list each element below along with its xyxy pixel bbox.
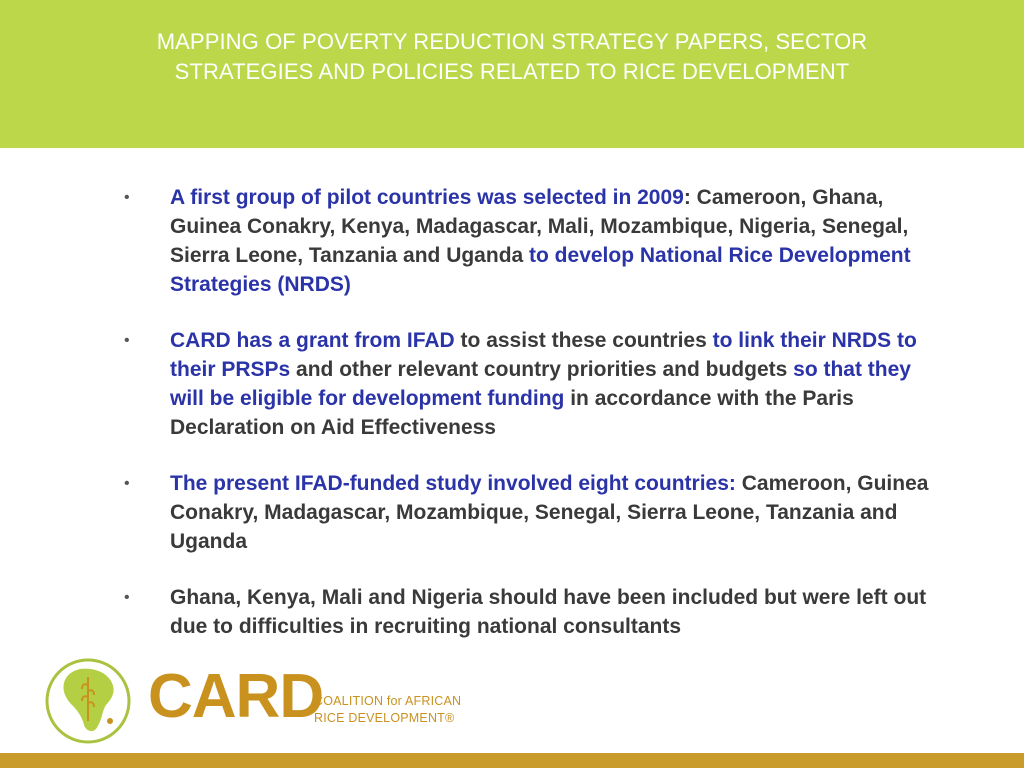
bullet-text-segment: Ghana, Kenya, Mali and Nigeria should ha… — [170, 586, 927, 638]
bullet-dot-icon: • — [124, 332, 130, 349]
bullet-dot-icon: • — [124, 189, 130, 206]
card-tagline-line-1: COALITION for AFRICAN — [314, 694, 462, 708]
bullet-text-segment: A first group of pilot countries was sel… — [170, 186, 684, 209]
bullet-item: • A first group of pilot countries was s… — [0, 183, 930, 299]
bullet-list: • A first group of pilot countries was s… — [0, 183, 1024, 668]
bullet-text: A first group of pilot countries was sel… — [170, 186, 911, 296]
bullet-dot-icon: • — [124, 475, 130, 492]
footer-bar — [0, 753, 1024, 768]
card-tagline-line-2: RICE DEVELOPMENT® — [314, 711, 455, 725]
bullet-text-segment: to link their NRDS to their PRSPs — [170, 329, 917, 381]
slide-title-line-2: STRATEGIES AND POLICIES RELATED TO RICE … — [174, 59, 850, 84]
bullet-text: Ghana, Kenya, Mali and Nigeria should ha… — [170, 586, 926, 638]
bullet-text: CARD has a grant from IFAD to assist the… — [170, 329, 917, 439]
bullet-text: The present IFAD-funded study involved e… — [170, 472, 928, 553]
slide-title-line-1: MAPPING OF POVERTY REDUCTION STRATEGY PA… — [156, 29, 868, 54]
card-logo: CARD COALITION for AFRICAN RICE DEVELOPM… — [42, 655, 492, 745]
bullet-text-segment: and other relevant country priorities an… — [290, 358, 794, 381]
bullet-item: • Ghana, Kenya, Mali and Nigeria should … — [0, 583, 930, 641]
title-band — [0, 0, 1024, 148]
bullet-text-segment: to assist these countries — [454, 329, 713, 352]
slide-title: MAPPING OF POVERTY REDUCTION STRATEGY PA… — [0, 27, 1024, 87]
card-tagline: COALITION for AFRICAN RICE DEVELOPMENT® — [314, 693, 461, 727]
bullet-text-segment: to develop National Rice Development Str… — [170, 244, 911, 296]
bullet-text-segment: so that they will be eligible for develo… — [170, 358, 911, 410]
bullet-text-segment: : Cameroon, Ghana, Guinea Conakry, Kenya… — [170, 186, 909, 267]
bullet-item: • The present IFAD-funded study involved… — [0, 469, 930, 556]
bullet-text-segment: CARD has a grant from IFAD — [170, 329, 455, 352]
africa-rice-emblem-icon — [45, 658, 131, 744]
bullet-text-segment: in accordance with the Paris Declaration… — [170, 387, 854, 439]
card-wordmark: CARD — [148, 662, 324, 731]
bullet-item: • CARD has a grant from IFAD to assist t… — [0, 326, 930, 442]
bullet-dot-icon: • — [124, 589, 130, 606]
bullet-text-segment: The present IFAD-funded study involved e… — [170, 472, 736, 495]
bullet-text-segment: Cameroon, Guinea Conakry, Madagascar, Mo… — [170, 472, 929, 553]
